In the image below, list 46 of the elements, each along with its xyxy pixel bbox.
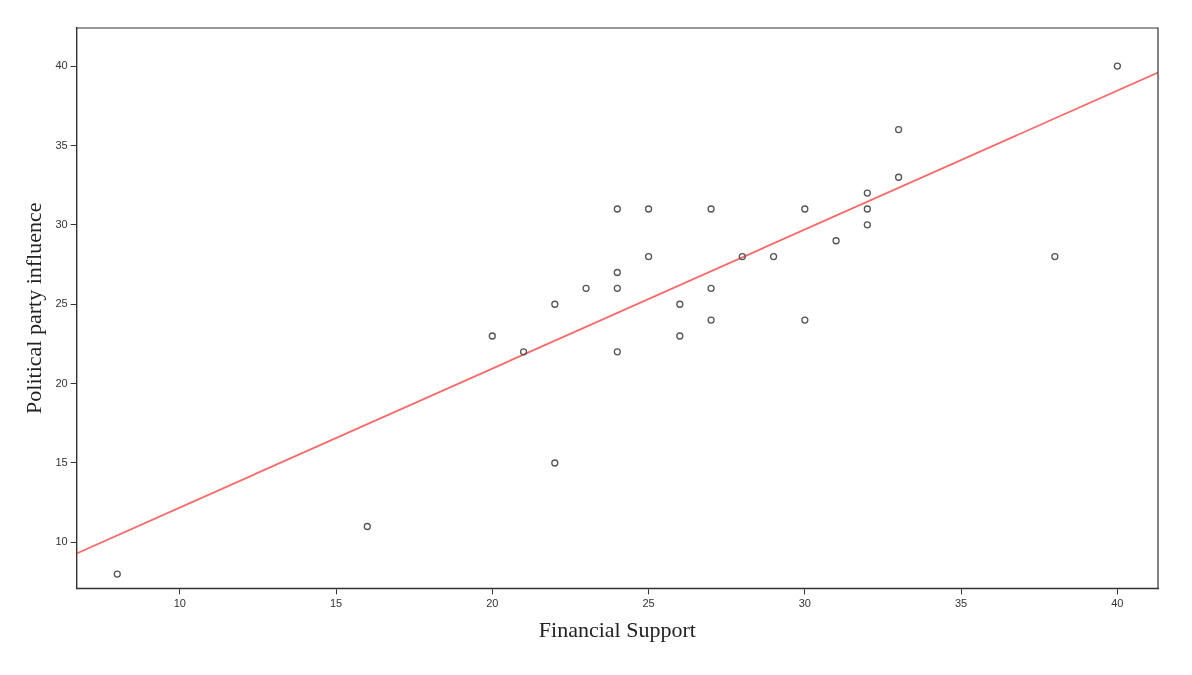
point <box>582 284 590 293</box>
x-tick-label: 40 <box>1111 597 1124 610</box>
x-axis-title: Financial Support <box>538 616 696 642</box>
point <box>801 316 809 324</box>
point <box>1051 252 1059 261</box>
x-tick-label: 30 <box>798 597 811 610</box>
point <box>707 316 715 324</box>
point <box>488 332 496 340</box>
point <box>738 252 746 261</box>
point <box>863 189 871 197</box>
point <box>801 205 809 213</box>
point <box>613 348 621 356</box>
point <box>707 205 715 213</box>
point <box>863 205 871 213</box>
y-tick-label: 35 <box>55 138 68 151</box>
y-tick-label: 15 <box>55 456 68 469</box>
y-tick-label: 20 <box>55 376 68 389</box>
point <box>1113 62 1122 70</box>
point <box>613 205 621 213</box>
point <box>707 284 715 293</box>
y-tick-label: 40 <box>55 59 68 72</box>
point <box>519 348 528 356</box>
point <box>769 252 778 261</box>
y-tick-label: 25 <box>55 297 68 310</box>
y-tick-label: 30 <box>55 217 68 230</box>
x-tick-label: 15 <box>329 597 343 610</box>
point <box>613 284 621 293</box>
point <box>863 221 871 229</box>
point <box>676 332 684 340</box>
point <box>644 252 653 261</box>
point <box>551 459 559 467</box>
point <box>363 522 371 531</box>
point <box>894 173 903 181</box>
y-tick-label: 10 <box>55 535 68 548</box>
point <box>644 205 653 213</box>
y-axis-title: Political party influence <box>20 202 46 414</box>
point <box>832 237 840 245</box>
point <box>894 125 903 134</box>
point <box>613 268 621 277</box>
x-tick-label: 10 <box>173 597 186 610</box>
x-tick-label: 25 <box>642 597 655 610</box>
point <box>676 300 684 308</box>
x-tick-label: 20 <box>486 597 499 610</box>
x-tick-label: 35 <box>954 597 968 610</box>
point <box>113 570 121 578</box>
point <box>551 300 559 308</box>
